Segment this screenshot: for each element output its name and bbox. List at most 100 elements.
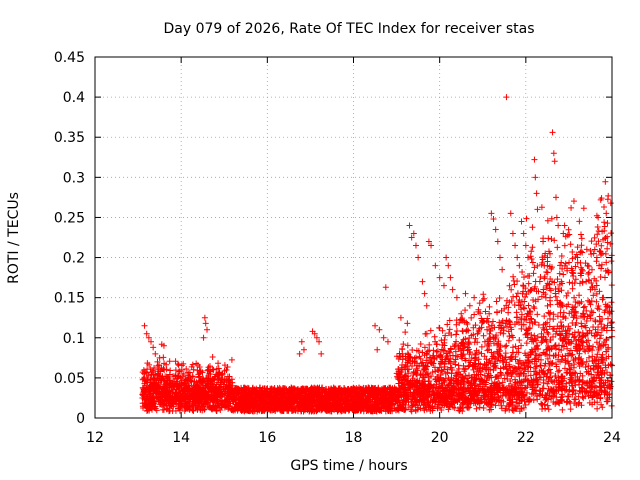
data-point	[472, 335, 479, 342]
data-point	[529, 244, 536, 251]
data-point	[507, 210, 514, 217]
data-point	[522, 242, 529, 249]
data-point	[300, 346, 307, 353]
data-point	[582, 260, 589, 267]
data-point	[520, 274, 527, 281]
data-point	[505, 304, 512, 311]
data-point	[523, 330, 530, 337]
data-point	[524, 254, 531, 261]
data-point	[567, 241, 574, 248]
data-point	[458, 310, 465, 317]
data-point	[509, 334, 516, 341]
data-point	[602, 178, 609, 185]
data-point	[202, 320, 209, 327]
data-point	[499, 317, 506, 324]
data-point	[591, 234, 598, 241]
data-point	[316, 338, 323, 345]
data-point	[313, 334, 320, 341]
data-point	[466, 302, 473, 309]
data-point	[556, 367, 563, 374]
data-point	[601, 223, 608, 230]
data-point	[544, 302, 551, 309]
data-point	[550, 333, 557, 340]
data-point	[544, 217, 551, 224]
data-point	[493, 298, 500, 305]
data-point	[514, 278, 521, 285]
data-point	[572, 276, 579, 283]
data-point	[538, 204, 545, 211]
data-point	[525, 356, 532, 363]
data-point	[593, 298, 600, 305]
data-point	[166, 358, 173, 365]
data-point	[598, 242, 605, 249]
data-point	[555, 222, 562, 229]
data-point	[524, 389, 531, 396]
data-point	[503, 94, 510, 101]
data-point	[579, 393, 586, 400]
data-point	[480, 291, 487, 298]
data-point	[440, 347, 447, 354]
data-point	[447, 274, 454, 281]
data-point	[508, 383, 515, 390]
data-point	[462, 290, 469, 297]
data-point	[608, 230, 615, 237]
data-point	[510, 368, 517, 375]
data-point	[603, 210, 610, 217]
data-point	[558, 328, 565, 335]
data-point	[525, 280, 532, 287]
data-point	[384, 338, 391, 345]
data-point	[566, 279, 573, 286]
data-point	[582, 363, 589, 370]
data-point	[395, 368, 402, 375]
data-point	[594, 231, 601, 238]
data-point	[423, 302, 430, 309]
data-point	[376, 326, 383, 333]
data-point	[597, 273, 604, 280]
data-point	[488, 210, 495, 217]
data-point	[507, 324, 514, 331]
data-point	[150, 344, 157, 351]
data-point	[204, 326, 211, 333]
data-point	[578, 298, 585, 305]
data-point	[453, 294, 460, 301]
data-point	[482, 308, 489, 315]
data-point	[551, 158, 558, 165]
data-point	[210, 366, 217, 373]
data-point	[468, 314, 475, 321]
data-point	[443, 254, 450, 261]
data-point	[555, 288, 562, 295]
data-point	[525, 302, 532, 309]
data-point	[528, 256, 535, 263]
data-point	[578, 355, 585, 362]
data-point	[422, 330, 429, 337]
data-point	[548, 235, 555, 242]
data-point	[569, 391, 576, 398]
data-point	[412, 242, 419, 249]
data-point	[597, 332, 604, 339]
data-point	[481, 353, 488, 360]
data-point	[569, 248, 576, 255]
data-point	[571, 294, 578, 301]
data-point	[502, 407, 509, 414]
data-point	[415, 254, 422, 261]
data-point	[413, 347, 420, 354]
data-point	[424, 348, 431, 355]
data-point	[588, 238, 595, 245]
data-point	[463, 319, 470, 326]
data-point	[583, 246, 590, 253]
data-point	[485, 323, 492, 330]
data-point	[514, 254, 521, 261]
data-point	[449, 286, 456, 293]
data-point	[531, 305, 538, 312]
data-point	[588, 266, 595, 273]
data-point	[522, 285, 529, 292]
data-point	[576, 280, 583, 287]
data-point	[486, 330, 493, 337]
data-point	[530, 368, 537, 375]
data-point	[148, 338, 155, 345]
data-point	[143, 330, 150, 337]
data-point	[518, 342, 525, 349]
data-point	[486, 310, 493, 317]
data-point	[318, 350, 325, 357]
